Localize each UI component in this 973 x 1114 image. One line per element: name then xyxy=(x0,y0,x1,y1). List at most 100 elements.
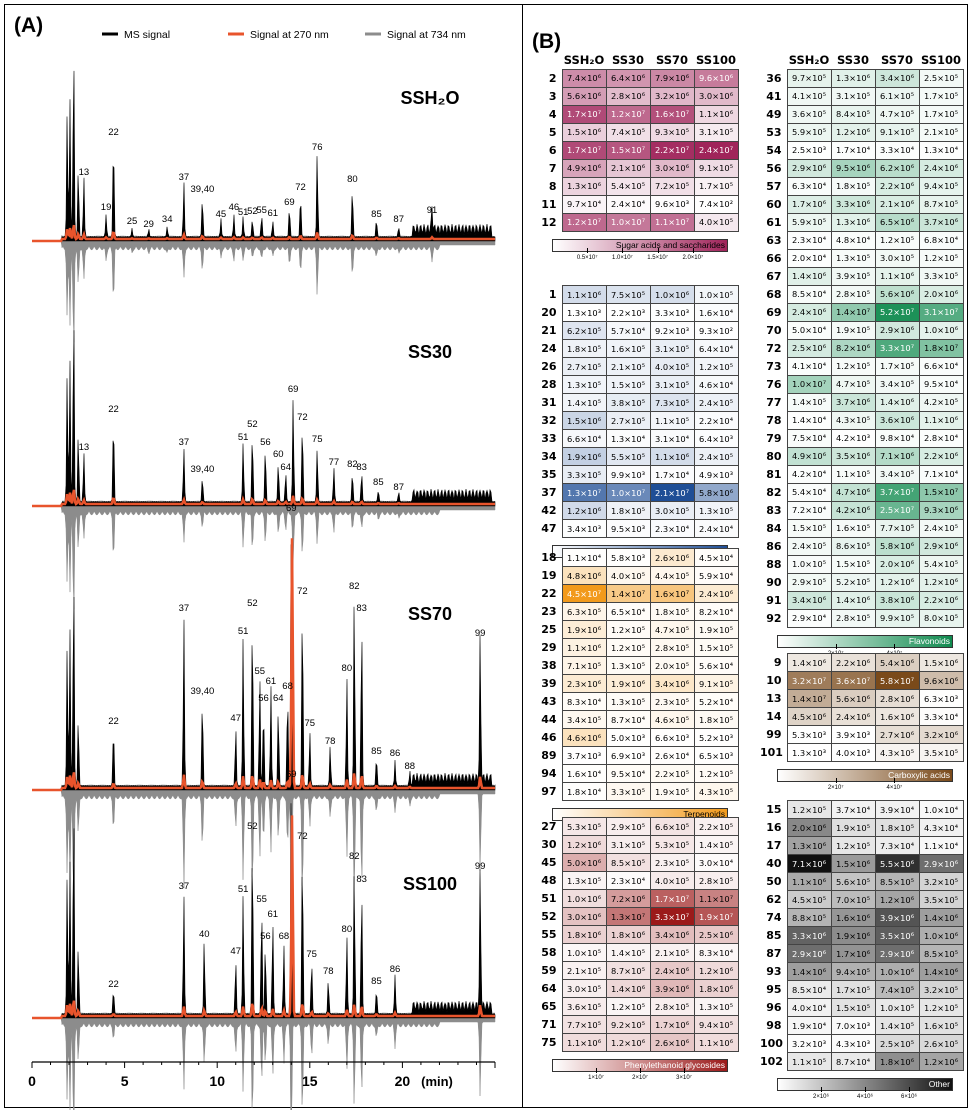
table-row: 87 2.9×10⁶ 1.7×10⁶ 2.9×10⁶ 8.5×10⁵ xyxy=(760,944,964,963)
heatmap-cell: 4.4×10⁵ xyxy=(649,566,695,585)
heatmap-cell: 5.9×10⁵ xyxy=(786,212,832,232)
heatmap-cell: 2.6×10⁶ xyxy=(649,548,695,567)
trace-270nm xyxy=(32,224,495,243)
trace-734nm xyxy=(32,240,496,343)
heatmap-cell: 2.4×10⁶ xyxy=(693,584,739,603)
table-row: 26 2.7×10⁵ 2.1×10⁵ 4.0×10⁵ 1.2×10⁵ xyxy=(535,357,739,376)
peak-label: 72 xyxy=(297,831,308,842)
heatmap-cell: 4.7×10⁵ xyxy=(874,104,920,124)
table-row: 19 4.8×10⁶ 4.0×10⁵ 4.4×10⁵ 5.9×10⁴ xyxy=(535,566,739,585)
heatmap-cell: 7.0×10⁵ xyxy=(830,890,876,909)
heatmap-cell: 4.1×10⁴ xyxy=(786,356,832,376)
heatmap-cell: 3.3×10⁴ xyxy=(874,140,920,160)
heatmap-cell: 1.3×10⁵ xyxy=(605,656,651,675)
compound-id: 55 xyxy=(541,928,557,941)
compound-id: 88 xyxy=(766,557,782,571)
table-row: 5 1.5×10⁶ 7.4×10⁵ 9.3×10⁵ 3.1×10⁵ xyxy=(535,122,739,142)
heatmap-cell: 1.4×10⁵ xyxy=(874,1016,920,1035)
heatmap-cell: 1.9×10⁵ xyxy=(693,620,739,639)
color-scale-legend: Phenylethanoid glycosides 1×10⁷ 2×10⁷ 3×10⁷ xyxy=(552,1059,728,1087)
table-row: 64 3.0×10⁵ 1.4×10⁶ 3.9×10⁶ 1.8×10⁶ xyxy=(535,979,739,998)
heatmap-cell: 1.0×10⁶ xyxy=(918,320,964,340)
compound-id: 83 xyxy=(766,503,782,517)
table-row: 30 1.2×10⁶ 3.1×10⁵ 5.3×10⁵ 1.4×10⁵ xyxy=(535,835,739,854)
heatmap-cell: 3.4×10⁵ xyxy=(561,710,607,729)
heatmap-cell: 1.3×10⁵ xyxy=(561,375,607,394)
heatmap-cell: 6.6×10⁴ xyxy=(918,356,964,376)
heatmap-cell: 3.0×10⁶ xyxy=(561,907,607,926)
heatmap-cell: 1.1×10⁵ xyxy=(830,464,876,484)
heatmap-cell: 1.9×10⁶ xyxy=(605,674,651,693)
compound-id: 1 xyxy=(548,288,557,301)
peak-label: 86 xyxy=(390,964,401,975)
heatmap-cell: 1.4×10⁷ xyxy=(830,302,876,322)
table-row: 1 1.1×10⁶ 7.5×10⁵ 1.0×10⁶ 1.0×10⁵ xyxy=(535,285,739,304)
compound-id: 58 xyxy=(541,946,557,959)
peak-label: 99 xyxy=(475,861,486,872)
heatmap-cell: 5.8×10⁶ xyxy=(874,536,920,556)
compound-id: 6 xyxy=(548,143,557,157)
heatmap-cell: 2.0×10⁵ xyxy=(649,656,695,675)
heatmap-cell: 2.4×10⁴ xyxy=(693,519,739,538)
heatmap-cell: 3.1×10⁵ xyxy=(649,339,695,358)
heatmap-cell: 4.8×10⁶ xyxy=(561,566,607,585)
compound-id: 102 xyxy=(760,1055,783,1068)
heatmap-cell: 6.8×10⁴ xyxy=(918,230,964,250)
heatmap-cell: 4.0×10³ xyxy=(830,743,876,762)
peak-label: 69 xyxy=(286,769,297,780)
column-header: SS70 xyxy=(655,53,689,68)
table-row: 85 3.3×10⁶ 1.9×10⁶ 3.5×10⁶ 1.0×10⁶ xyxy=(760,926,964,945)
table-row: 66 2.0×10⁴ 1.3×10⁵ 3.0×10⁵ 1.2×10⁵ xyxy=(760,248,964,268)
heatmap-cell: 1.0×10⁷ xyxy=(786,374,832,394)
heatmap-cell: 1.0×10⁵ xyxy=(874,998,920,1017)
table-row: 81 4.2×10⁴ 1.1×10⁵ 3.4×10⁵ 7.1×10⁴ xyxy=(760,464,964,484)
heatmap-cell: 1.4×10⁵ xyxy=(786,392,832,412)
figure-frame xyxy=(4,4,968,1108)
heatmap-cell: 5.4×10⁵ xyxy=(605,176,651,196)
heatmap-cell: 8.0×10⁵ xyxy=(918,608,964,628)
compound-id: 8 xyxy=(548,179,557,193)
table-row: 51 1.0×10⁶ 7.2×10⁶ 1.7×10⁷ 1.1×10⁷ xyxy=(535,889,739,908)
heatmap-cell: 3.5×10⁵ xyxy=(918,743,964,762)
heatmap-cell: 3.6×10⁵ xyxy=(786,104,832,124)
scale-tick-mark xyxy=(835,778,837,783)
compound-id: 53 xyxy=(766,125,782,139)
heatmap-cell: 1.2×10⁶ xyxy=(874,572,920,592)
heatmap-cell: 5.6×10⁶ xyxy=(874,284,920,304)
peak-label: 72 xyxy=(297,412,308,423)
heatmap-cell: 1.4×10⁴ xyxy=(786,410,832,430)
heatmap-cell: 1.4×10⁷ xyxy=(786,689,832,708)
heatmap-cell: 1.2×10⁵ xyxy=(605,997,651,1016)
table-row: 37 1.3×10⁷ 1.0×10⁷ 2.1×10⁷ 5.8×10⁶ xyxy=(535,483,739,502)
scale-tick-mark xyxy=(894,778,896,783)
scale-tick-label: 6×10⁶ xyxy=(901,1094,917,1100)
heatmap-cell: 1.9×10⁶ xyxy=(830,926,876,945)
peak-label: 51 xyxy=(238,207,249,218)
heatmap-cell: 1.3×10⁶ xyxy=(830,212,876,232)
table-row: 6 1.7×10⁷ 1.5×10⁷ 2.2×10⁷ 2.4×10⁷ xyxy=(535,140,739,160)
table-row: 82 5.4×10⁴ 4.7×10⁶ 3.7×10⁷ 1.5×10⁷ xyxy=(760,482,964,502)
heatmap-cell: 7.4×10² xyxy=(693,194,739,214)
heatmap-cell: 2.0×10⁶ xyxy=(918,284,964,304)
heatmap-cell: 9.6×10⁶ xyxy=(693,68,739,88)
x-tick-label: 20 xyxy=(395,1073,411,1089)
heatmap-cell: 6.5×10⁶ xyxy=(874,212,920,232)
heatmap-cell: 2.1×10⁶ xyxy=(874,194,920,214)
heatmap-cell: 8.5×10⁵ xyxy=(874,872,920,891)
trace-ms xyxy=(32,330,496,507)
table-row: 33 6.6×10⁴ 1.3×10⁴ 3.1×10⁴ 6.4×10³ xyxy=(535,429,739,448)
heatmap-cell: 3.7×10⁷ xyxy=(874,482,920,502)
table-row: 10 3.2×10⁷ 3.6×10⁷ 5.8×10⁷ 9.6×10⁶ xyxy=(760,671,964,690)
color-scale-title: Sugar acids and saccharides xyxy=(615,240,725,250)
heatmap-cell: 7.5×10⁵ xyxy=(605,285,651,304)
compound-id: 74 xyxy=(766,911,782,924)
trace-734nm xyxy=(32,505,496,610)
heatmap-cell: 1.7×10⁵ xyxy=(918,86,964,106)
heatmap-cell: 6.4×10⁶ xyxy=(605,68,651,88)
peak-label: 82 xyxy=(347,459,358,470)
peak-label: 87 xyxy=(393,482,404,493)
heatmap-cell: 1.6×10⁶ xyxy=(830,908,876,927)
heatmap-cell: 4.9×10³ xyxy=(693,465,739,484)
compound-id: 87 xyxy=(766,947,782,960)
heatmap-cell: 8.4×10⁵ xyxy=(830,104,876,124)
